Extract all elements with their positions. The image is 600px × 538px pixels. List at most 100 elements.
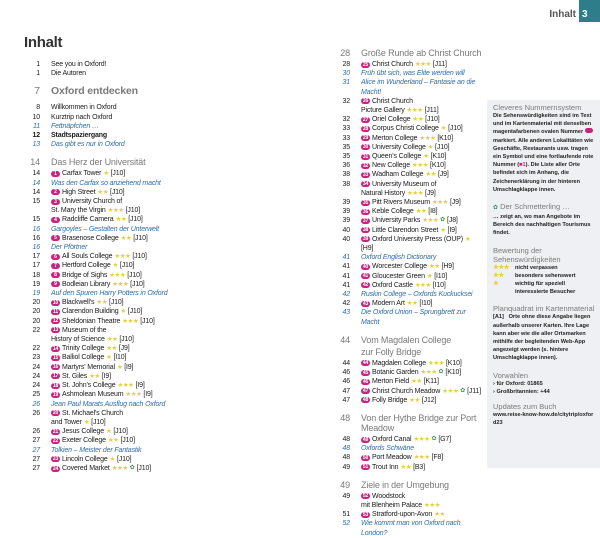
toc-entry[interactable]: 44 44 Magdalen College ★★★ [K10] [330, 359, 484, 368]
feature-entry[interactable]: 26 Jean Paul Marats Ausflug nach Oxford [20, 400, 240, 409]
page-number: 49 [340, 479, 350, 490]
entry-label: Früh übt sich, was Elite werden will [361, 69, 484, 78]
feature-entry[interactable]: 42 Ruskin College – Oxfords Kuckucksei [330, 290, 484, 299]
page-number: 47 [342, 396, 351, 404]
toc-entry[interactable]: 14 1 Carfax Tower ★ [J10] [20, 169, 240, 178]
toc-entry[interactable]: 26 20 St. Michael's Church [20, 409, 240, 418]
toc-entry[interactable]: 33 29 Merton College ★★★ [K10] [330, 134, 484, 143]
toc-entry[interactable]: 39 36 Keble College ★★ [I8] [330, 207, 484, 216]
toc-entry[interactable]: 32 27 Oriel College ★★ [J10] [330, 115, 484, 124]
toc-entry[interactable]: 51 53 Stratford-upon-Avon ★★ [330, 510, 484, 519]
toc-entry[interactable]: 24 18 St. John's College ★★★ [I9] [20, 381, 240, 390]
toc-entry[interactable]: 27 24 Covered Market ★★★ ✿ [J10] [20, 464, 240, 473]
feature-entry[interactable]: 43 Die Oxford Union – Sprungbrett zur Mac… [330, 308, 484, 326]
toc-entry[interactable]: 20 12 Sheldonian Theatre ★★★ [J10] [20, 317, 240, 326]
toc-entry[interactable]: 28 25 Christ Church ★★★ [J11] [330, 60, 484, 69]
toc-entry[interactable]: 16 5 Brasenose College ★★ [J10] [20, 234, 240, 243]
toc-entry[interactable]: 42 43 Modern Art ★★ [I10] [330, 299, 484, 308]
entry-label: 7 Hertford College ★ [J10] [51, 261, 240, 270]
toc-entry[interactable]: 41 41 Gloucester Green ★ [I10] [330, 272, 484, 281]
toc-entry[interactable]: 17 6 All Souls College ★★★ [J10] [20, 252, 240, 261]
toc-entry[interactable]: 32 26 Christ Church [330, 97, 484, 106]
section-heading[interactable]: 48 Von der Hythe Bridge zur Port Meadow [330, 413, 484, 433]
feature-entry[interactable]: 27 Tolkien – Meister der Fantastik [20, 446, 240, 455]
sight-number-badge: 8 [51, 272, 60, 279]
star-rating-icon: ★★ [409, 396, 420, 404]
toc-entry[interactable]: 39 37 University Parks ★★★ ✿ [J8] [330, 216, 484, 225]
toc-entry[interactable]: 35 31 Queen's College ★ [K10] [330, 152, 484, 161]
feature-entry[interactable]: 52 Wie kommt man von Oxford nach London? [330, 519, 484, 537]
map-grid-ref: [F8] [431, 454, 444, 462]
section-heading[interactable]: 44 Vom Magdalen College [330, 335, 484, 345]
feature-entry[interactable]: 30 Früh übt sich, was Elite werden will [330, 69, 484, 78]
feature-entry[interactable]: 19 Auf den Spuren Harry Potters in Oxford [20, 289, 240, 298]
section-heading[interactable]: 14 Das Herz der Universität [20, 157, 240, 167]
toc-entry[interactable]: 47 48 Folly Bridge ★★ [J12] [330, 396, 484, 405]
feature-entry[interactable]: 41 Oxford English Dictionary [330, 253, 484, 262]
toc-entry[interactable]: 15 3 University Church of [20, 197, 240, 206]
toc-entry[interactable]: 17 7 Hertford College ★ [J10] [20, 261, 240, 270]
toc-entry[interactable]: 49 51 Trout Inn ★★ [B3] [330, 463, 484, 472]
toc-entry[interactable]: 33 28 Corpus Christi College ★ [J10] [330, 124, 484, 133]
star-rating-icon: ★★ [400, 463, 412, 471]
toc-entry[interactable]: 35 30 University College ★ [J10] [330, 143, 484, 152]
toc-entry[interactable]: 41 40 Worcester College ★★ [H9] [330, 262, 484, 271]
entry-label: 28 Corpus Christi College ★ [J10] [361, 124, 484, 133]
toc-entry[interactable]: 48 50 Port Meadow ★★★ [F8] [330, 453, 484, 462]
entry-label: 3 University Church of [51, 197, 240, 206]
toc-entry[interactable]: 38 33 Wadham College ★★ [J9] [330, 170, 484, 179]
feature-entry[interactable]: 13 Das gibt es nur in Oxford [20, 140, 240, 149]
toc-entry[interactable]: 46 46 Merton Field ★★ [K11] [330, 377, 484, 386]
butterfly-title-text: Der Schmetterling … [500, 202, 570, 212]
toc-entry[interactable]: 40 38 Little Clarendon Street ★ [I9] [330, 226, 484, 235]
toc-entry[interactable]: 24 17 St. Giles ★★ [I9] [20, 372, 240, 381]
toc-entry[interactable]: 14 2 High Street ★★ [J10] [20, 188, 240, 197]
updates-url[interactable]: www.reise-know-how.de/citytrip/oxford23 [493, 412, 594, 427]
star-rating-icon: ★ [426, 272, 433, 280]
toc-entry[interactable]: 23 15 Balliol College ★ [I10] [20, 353, 240, 362]
toc-entry[interactable]: 12 Stadtspaziergang [20, 131, 240, 140]
toc-entry[interactable]: 26 21 Jesus College ★ [J10] [20, 427, 240, 436]
feature-entry[interactable]: 31 Alice im Wunderland – Fantasie an die … [330, 78, 484, 96]
toc-entry[interactable]: 48 49 Oxford Canal ★★★ ✿ [G7] [330, 435, 484, 444]
feature-entry[interactable]: 14 Was den Carfax so anziehend macht [20, 179, 240, 188]
toc-entry[interactable]: 24 16 Martyrs' Memorial ★ [I9] [20, 363, 240, 372]
toc-entry[interactable]: 49 52 Woodstock [330, 492, 484, 501]
toc-entry[interactable]: 1 Die Autoren [20, 69, 240, 78]
toc-entry[interactable]: 8 Willkommen in Oxford [20, 103, 240, 112]
toc-entry[interactable]: 20 11 Clarendon Building ★ [J10] [20, 307, 240, 316]
toc-entry[interactable]: 22 13 Museum of the [20, 326, 240, 335]
section-heading[interactable]: 7 Oxford entdecken [20, 85, 240, 97]
toc-entry[interactable]: 10 Kurztrip nach Oxford [20, 113, 240, 122]
toc-entry[interactable]: 47 47 Christ Church Meadow ★★★ ✿ [J11] [330, 387, 484, 396]
feature-entry[interactable]: 11 Fettnäpfchen … [20, 122, 240, 131]
toc-entry[interactable]: 39 35 Pitt Rivers Museum ★★★ [J9] [330, 198, 484, 207]
sight-number-badge: 35 [361, 199, 370, 206]
toc-entry[interactable]: 19 9 Bodleian Library ★★★ [J10] [20, 280, 240, 289]
toc-entry[interactable]: 18 8 Bridge of Sighs ★★★ [J10] [20, 271, 240, 280]
section-heading[interactable]: 28 Große Runde ab Christ Church [330, 48, 484, 58]
toc-entry[interactable]: 1 See you in Oxford! [20, 60, 240, 69]
entry-label: 5 Brasenose College ★★ [J10] [51, 234, 240, 243]
sight-number-badge: 13 [51, 327, 60, 334]
toc-entry[interactable]: 15 4 Radcliffe Camera ★★ [J10] [20, 215, 240, 224]
toc-entry[interactable]: 46 45 Botanic Garden ★★★ ✿ [K10] [330, 368, 484, 377]
entry-label: 13 Museum of the [51, 326, 240, 335]
toc-entry[interactable]: 25 19 Ashmolean Museum ★★★ [I9] [20, 390, 240, 399]
entry-title: Wie kommt man von Oxford nach London? [361, 520, 461, 537]
toc-entry[interactable]: 36 32 New College ★★★ [K10] [330, 161, 484, 170]
section-heading[interactable]: 49 Ziele in der Umgebung [330, 480, 484, 490]
toc-entry[interactable]: 20 10 Blackwell's ★★ [J10] [20, 298, 240, 307]
toc-entry[interactable]: 27 22 Exeter College ★★ [J10] [20, 436, 240, 445]
map-grid-ref: [J10] [132, 253, 147, 261]
entry-label: Von der Hythe Bridge zur Port Meadow [361, 413, 484, 433]
toc-entry[interactable]: 22 14 Trinity College ★★ [J9] [20, 344, 240, 353]
feature-entry[interactable]: 16 Der Pförtner [20, 243, 240, 252]
map-grid-ref: [J10] [120, 437, 135, 445]
feature-entry[interactable]: 16 Gargoyles – Gestalten der Unterwelt [20, 225, 240, 234]
toc-entry[interactable]: 40 39 Oxford University Press (OUP) ★ [H9] [330, 235, 484, 253]
feature-entry[interactable]: 48 Oxfords Schwäne [330, 444, 484, 453]
toc-entry[interactable]: 38 34 University Museum of [330, 180, 484, 189]
toc-entry[interactable]: 41 42 Oxford Castle ★★★ [I10] [330, 281, 484, 290]
toc-entry[interactable]: 27 23 Lincoln College ★ [J10] [20, 455, 240, 464]
